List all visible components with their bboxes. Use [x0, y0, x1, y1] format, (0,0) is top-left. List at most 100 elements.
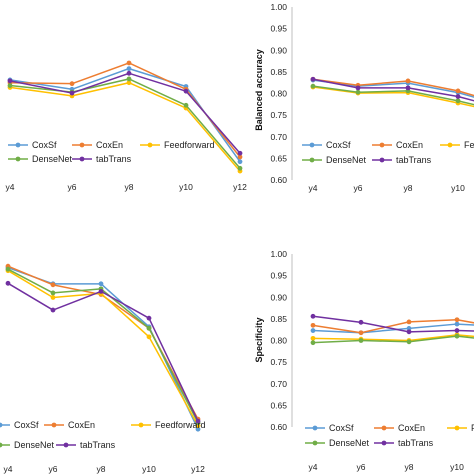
- y-axis-title: Specificity: [254, 317, 264, 362]
- legend-marker-coxen: [51, 422, 57, 428]
- data-point-tabtrans: [98, 289, 104, 294]
- legend-marker-feedforward: [147, 142, 153, 148]
- data-point-coxsf: [237, 159, 243, 165]
- data-point-tabtrans: [310, 313, 316, 319]
- data-point-feedforward: [50, 295, 56, 300]
- legend-label: CoxEn: [96, 140, 123, 150]
- legend-marker-feedforward: [138, 422, 144, 428]
- legend-marker-densenet: [312, 440, 318, 446]
- data-point-densenet: [237, 165, 243, 171]
- legend-marker-feedforward: [454, 425, 460, 431]
- legend-marker-densenet: [15, 156, 21, 162]
- y-tick-label: 0.75: [270, 357, 287, 367]
- y-tick-label: 0.80: [270, 336, 287, 346]
- data-point-coxen: [455, 88, 461, 94]
- data-point-tabtrans: [5, 280, 11, 286]
- legend-label: tabTrans: [96, 154, 132, 164]
- data-point-coxen: [310, 322, 316, 328]
- legend-label: DenseNet: [329, 438, 370, 448]
- x-tick-label: y6: [49, 464, 58, 474]
- x-tick-label: y12: [191, 464, 205, 474]
- data-point-feedforward: [310, 335, 316, 341]
- legend-marker-densenet: [309, 157, 315, 163]
- legend-label: CoxSf: [32, 140, 57, 150]
- data-point-coxen: [454, 317, 460, 323]
- x-tick-label: y4: [309, 462, 318, 472]
- data-point-tabtrans: [310, 76, 316, 82]
- legend-marker-coxen: [79, 142, 85, 148]
- data-point-densenet: [50, 290, 56, 296]
- y-tick-label: 0.60: [270, 422, 287, 432]
- legend-label: DenseNet: [326, 155, 367, 165]
- legend-label: CoxEn: [396, 140, 423, 150]
- data-point-coxsf: [126, 66, 132, 72]
- y-tick-label: 0.75: [270, 110, 287, 120]
- legend-label: CoxSf: [14, 420, 39, 430]
- y-tick-label: 0.65: [270, 153, 287, 163]
- data-point-densenet: [455, 98, 461, 104]
- y-axis-title: Balanced accuracy: [254, 49, 264, 131]
- legend-marker-coxen: [379, 142, 385, 148]
- data-point-tabtrans: [406, 329, 412, 335]
- data-point-densenet: [126, 76, 132, 82]
- data-point-coxen: [69, 81, 75, 87]
- chart-panel-bottom-left: y4 y6 y8 y10 y12 CoxSf CoxEn Feedforward DenseNe…: [0, 263, 206, 474]
- data-point-coxsf: [195, 426, 201, 432]
- legend-marker-tabtrans: [79, 156, 85, 162]
- legend-marker-coxsf: [312, 425, 318, 431]
- legend-marker-tabtrans: [381, 440, 387, 446]
- x-tick-label: y4: [6, 182, 15, 192]
- data-point-coxsf: [310, 328, 316, 333]
- legend-label: Feedforward: [155, 420, 206, 430]
- legend-label: Feedforward: [471, 423, 474, 433]
- legend-label: DenseNet: [14, 440, 55, 450]
- chart-panel-top-left: y4 y6 y8 y10 y12 CoxSf CoxEn Feedforward DenseNe…: [6, 60, 247, 192]
- y-tick-label: 0.90: [270, 292, 287, 302]
- data-point-densenet: [7, 83, 13, 88]
- data-point-coxen: [50, 282, 56, 288]
- data-point-coxsf: [406, 325, 412, 331]
- x-tick-label: y10: [451, 183, 465, 193]
- data-point-densenet: [358, 338, 364, 343]
- legend-label: tabTrans: [396, 155, 432, 165]
- y-tick-label: 0.80: [270, 89, 287, 99]
- legend-label: Feedforward: [464, 140, 474, 150]
- data-point-tabtrans: [69, 90, 75, 96]
- data-point-tabtrans: [455, 94, 461, 99]
- chart-panel-top-right: 0.60 0.65 0.70 0.75 0.80 0.85 0.90 0.95 1.00 Bala…: [254, 2, 474, 193]
- data-point-densenet: [355, 89, 361, 95]
- legend-label: Feedforward: [164, 140, 215, 150]
- x-tick-label: y10: [450, 462, 464, 472]
- x-tick-label: y10: [142, 464, 156, 474]
- x-tick-label: y10: [179, 182, 193, 192]
- y-tick-label: 1.00: [270, 249, 287, 259]
- y-tick-label: 0.60: [270, 175, 287, 185]
- legend-label: tabTrans: [398, 438, 434, 448]
- series-line-tabtrans: [7, 282, 199, 422]
- y-tick-label: 0.65: [270, 400, 287, 410]
- data-point-tabtrans: [358, 319, 364, 325]
- legend-label: tabTrans: [80, 440, 116, 450]
- y-tick-label: 0.70: [270, 132, 287, 142]
- data-point-coxsf: [454, 321, 460, 327]
- y-tick-label: 0.95: [270, 24, 287, 34]
- legend-label: CoxSf: [326, 140, 351, 150]
- x-tick-label: y4: [4, 464, 13, 474]
- data-point-feedforward: [146, 334, 152, 340]
- legend-marker-tabtrans: [63, 442, 69, 448]
- data-point-coxen: [405, 78, 411, 84]
- legend-marker-densenet: [0, 442, 3, 448]
- legend-marker-coxsf: [15, 142, 21, 148]
- y-tick-label: 1.00: [270, 2, 287, 12]
- data-point-densenet: [406, 339, 412, 345]
- y-tick-label: 0.70: [270, 379, 287, 389]
- x-tick-label: y6: [357, 462, 366, 472]
- legend-label: DenseNet: [32, 154, 73, 164]
- data-point-densenet: [310, 340, 316, 346]
- data-point-coxen: [126, 60, 132, 66]
- x-tick-label: y12: [233, 182, 247, 192]
- data-point-densenet: [146, 325, 152, 331]
- data-point-coxen: [237, 154, 243, 160]
- y-tick-label: 0.95: [270, 271, 287, 281]
- data-point-tabtrans: [7, 78, 13, 84]
